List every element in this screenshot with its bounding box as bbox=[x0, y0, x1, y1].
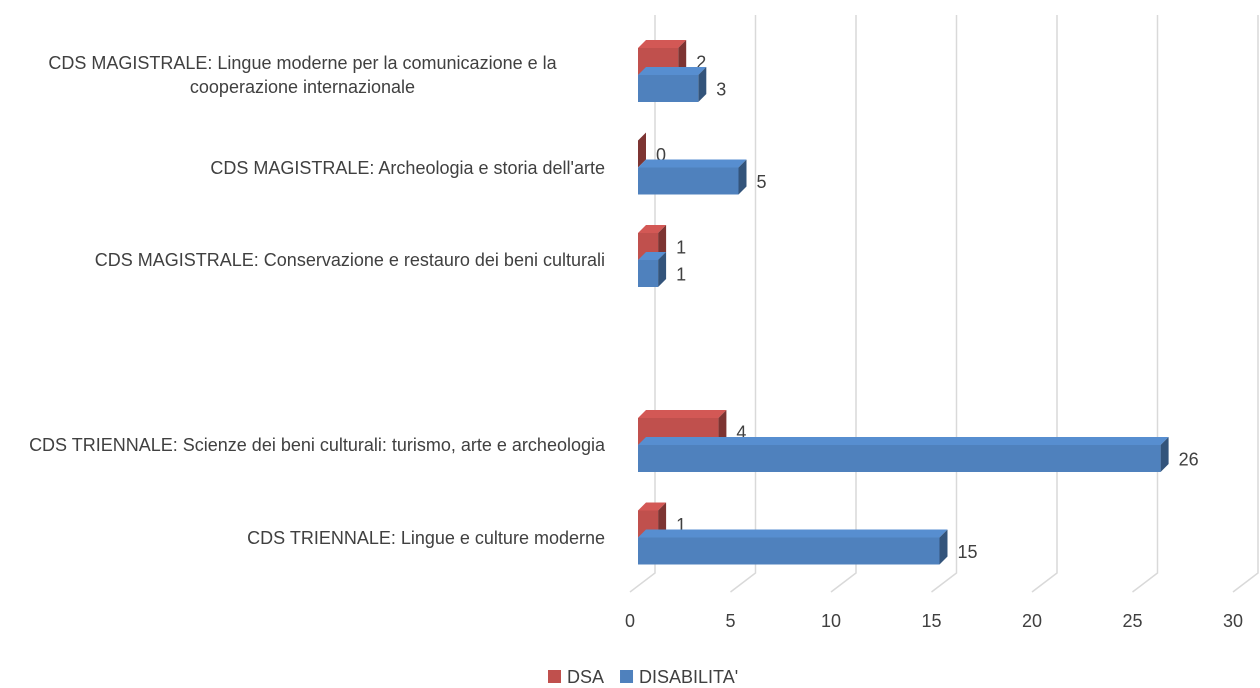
category-label: CDS MAGISTRALE: Lingue moderne per la co… bbox=[48, 53, 557, 97]
value-label: 3 bbox=[716, 79, 726, 99]
value-label: 2 bbox=[696, 52, 706, 72]
grid-line bbox=[1232, 15, 1259, 593]
bar-side bbox=[638, 132, 646, 168]
x-tick-label: 20 bbox=[1022, 611, 1042, 631]
value-label: 1 bbox=[676, 237, 686, 257]
bar-top bbox=[638, 40, 687, 48]
bar-side bbox=[738, 159, 747, 195]
value-label: 1 bbox=[676, 264, 686, 284]
grid-line bbox=[931, 15, 958, 593]
bar-top bbox=[638, 502, 667, 511]
x-tick-label: 0 bbox=[625, 611, 635, 631]
category-label: CDS TRIENNALE: Lingue e culture moderne bbox=[247, 527, 605, 548]
value-label: 0 bbox=[656, 145, 666, 165]
grid-line bbox=[830, 15, 857, 593]
bar-top bbox=[638, 410, 727, 418]
category-label: CDS MAGISTRALE: Archeologia e storia del… bbox=[210, 157, 605, 178]
x-tick-label: 15 bbox=[921, 611, 941, 631]
value-label: 4 bbox=[736, 422, 746, 442]
category-label: CDS TRIENNALE: Scienze dei beni cultural… bbox=[29, 435, 605, 455]
value-label: 15 bbox=[958, 542, 978, 562]
category-label: CDS MAGISTRALE: Conservazione e restauro… bbox=[94, 250, 605, 270]
bar bbox=[638, 537, 940, 565]
legend-swatch bbox=[548, 670, 561, 683]
bar-side bbox=[678, 40, 687, 75]
bar bbox=[638, 260, 659, 287]
grid-line bbox=[730, 15, 757, 593]
bar-top bbox=[638, 252, 667, 260]
legend-label: DSA bbox=[567, 667, 604, 687]
grid-line bbox=[1132, 15, 1159, 593]
bar-side bbox=[1160, 437, 1169, 472]
x-tick-label: 5 bbox=[725, 611, 735, 631]
bar-side bbox=[698, 67, 707, 102]
bar-top bbox=[638, 529, 948, 538]
legend-label: DISABILITA' bbox=[639, 667, 738, 687]
grid-line bbox=[629, 15, 656, 593]
bar-top bbox=[638, 159, 747, 168]
value-label: 26 bbox=[1179, 449, 1199, 469]
x-tick-label: 25 bbox=[1122, 611, 1142, 631]
value-label: 5 bbox=[757, 172, 767, 192]
bar-side bbox=[939, 529, 948, 565]
bar-side bbox=[658, 252, 667, 287]
bar-top bbox=[638, 437, 1169, 445]
x-tick-label: 10 bbox=[821, 611, 841, 631]
x-tick-label: 30 bbox=[1223, 611, 1243, 631]
bar-side bbox=[658, 502, 667, 538]
value-label: 1 bbox=[676, 515, 686, 535]
bar-side bbox=[658, 225, 667, 260]
bar bbox=[638, 167, 739, 195]
bar bbox=[638, 75, 699, 102]
legend-swatch bbox=[620, 670, 634, 683]
grid-line bbox=[1031, 15, 1058, 593]
bar-side bbox=[718, 410, 727, 445]
bar-top bbox=[638, 67, 707, 75]
bar-top bbox=[638, 225, 667, 233]
bar bbox=[638, 445, 1161, 472]
